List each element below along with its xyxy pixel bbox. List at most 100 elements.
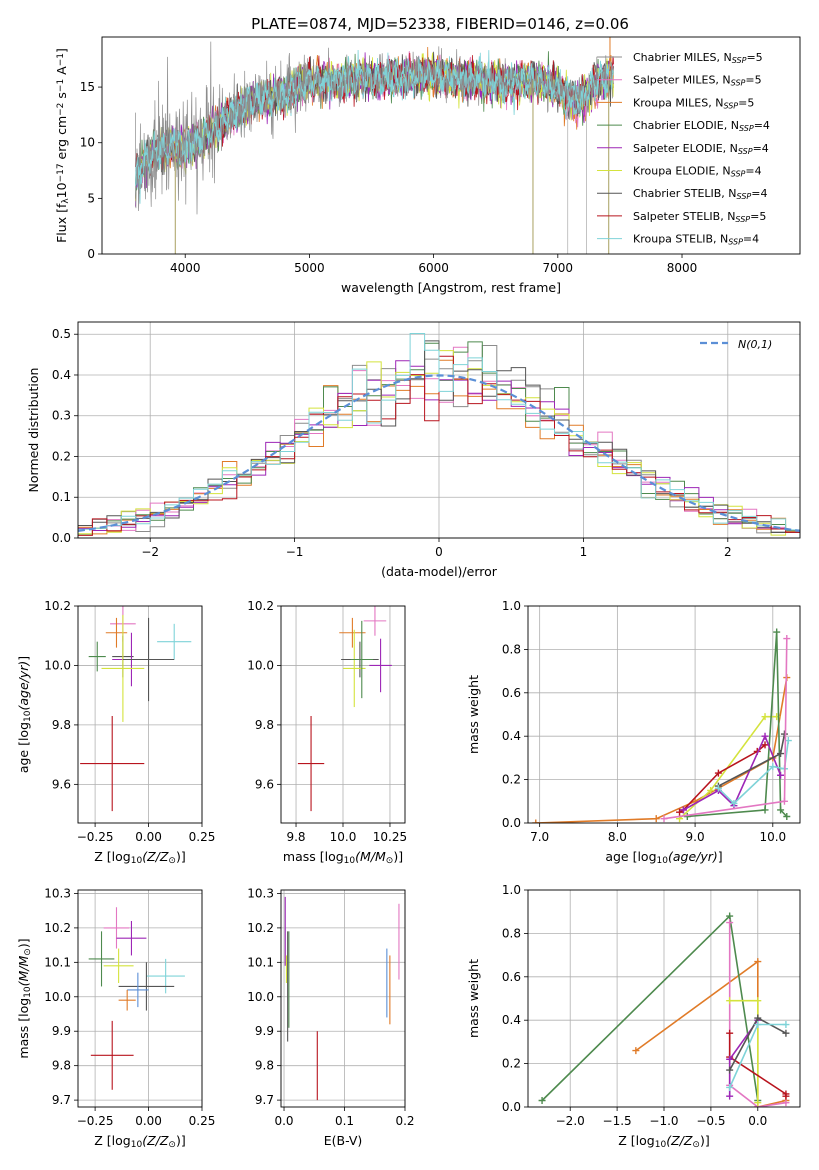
weight-marker: [783, 635, 791, 643]
y-tick-label: 10.2: [247, 599, 274, 613]
x-tick-label: 0.25: [189, 830, 216, 844]
y-tick-label: 0.6: [502, 686, 521, 700]
weight-marker: [754, 1021, 762, 1029]
x-tick-label: 7.0: [530, 830, 549, 844]
label-part: 10: [131, 856, 143, 866]
y-tick-label: 0.8: [502, 642, 521, 656]
y-tick-label: 10.1: [44, 955, 71, 969]
x-tick-label: −0.25: [77, 830, 114, 844]
panel-spectrum: 4000 5000 6000 7000 8000 0 5 10 15 wavelength [An…: [54, 36, 801, 295]
axes-frame: [527, 605, 801, 824]
x-tick-label: 4000: [170, 261, 201, 275]
legend-name: Chabrier ELODIE, N: [633, 119, 739, 132]
axes-frame: [77, 321, 801, 539]
label-part: (Z/Z: [142, 1133, 169, 1148]
x-tick-label: 5000: [294, 261, 325, 275]
label-part: erg cm: [54, 116, 69, 164]
legend-n: =4: [743, 233, 759, 246]
legend-name: Chabrier MILES, N: [633, 51, 732, 64]
y-tick-label: 0.4: [502, 729, 521, 743]
label-part: ⊙: [168, 1140, 176, 1150]
weight-marker: [726, 1066, 734, 1074]
legend-n: =5: [738, 96, 754, 109]
label-part: age [log: [605, 849, 656, 864]
plot-area: [88, 907, 185, 1090]
y-axis-label: Flux [fλ10−17 erg cm−2 s−1 A−1]: [54, 48, 71, 243]
panel-age_vs_Z: −0.25 0.00 0.259.69.810.010.2Z [log10(Z/Z⊙…: [16, 599, 215, 866]
weight-marker: [726, 919, 734, 927]
legend-sub: SSP: [738, 147, 753, 156]
legend-name: Chabrier STELIB, N: [633, 187, 737, 200]
y-tick-label: 9.6: [52, 777, 71, 791]
y-tick-label: 0.5: [52, 327, 71, 341]
legend-n: =4: [753, 142, 769, 155]
legend-name: Kroupa ELODIE, N: [633, 165, 731, 178]
weight-marker: [777, 771, 785, 779]
legend-n: =4: [751, 187, 767, 200]
weight-line: [728, 1019, 759, 1097]
residual-histogram: [78, 333, 800, 538]
figure-title: PLATE=0874, MJD=52338, FIBERID=0146, z=0…: [251, 15, 629, 33]
label-part: age [log: [16, 722, 31, 773]
y-tick-label: 0.0: [502, 1100, 521, 1114]
label-part: −1: [56, 53, 66, 66]
legend-label: Chabrier MILES, NSSP=5: [633, 51, 763, 65]
x-axis-label: (data-model)/error: [381, 564, 498, 579]
label-part: mass [log: [283, 849, 344, 864]
label-part: −17: [56, 163, 66, 182]
legend-sub: SSP: [731, 79, 746, 88]
label-part: )]: [176, 849, 186, 864]
plot-area: [80, 606, 192, 812]
y-tick-label: 10.3: [44, 886, 71, 900]
x-tick-label: 10.0: [330, 830, 357, 844]
label-part: 10: [655, 1140, 667, 1150]
weight-marker: [761, 806, 769, 814]
axes-frame: [101, 36, 801, 255]
weight-marker: [782, 1092, 790, 1100]
y-axis-label: mass [log10(M/M⊙)]: [16, 938, 33, 1058]
weight-line: [541, 914, 759, 1102]
x-axis-label: Z [log10(Z/Z⊙)]: [618, 1133, 709, 1150]
weight-marker: [754, 1014, 762, 1022]
label-part: ⊙: [386, 856, 394, 866]
axes-frame: [77, 889, 203, 1108]
y-tick-label: 10.2: [44, 599, 71, 613]
panel-residuals: −2 −1 0 1 2 0.0 0.1 0.2 0.3 0.4 0.5 (data-model)/er…: [26, 321, 801, 579]
x-tick-label: −1.5: [603, 1114, 632, 1128]
label-part: (M/M: [355, 849, 386, 864]
legend-name: Salpeter STELIB, N: [633, 210, 735, 223]
x-tick-label: 6000: [418, 261, 449, 275]
legend-sub: SSP: [723, 101, 738, 110]
label-part: )]: [700, 1133, 710, 1148]
y-tick-label: 0.6: [502, 970, 521, 984]
label-part: ⊙: [23, 948, 33, 956]
legend-sub: SSP: [737, 192, 752, 201]
weight-marker: [676, 808, 684, 816]
label-part: Z [log: [618, 1133, 654, 1148]
x-axis-label: wavelength [Angstrom, rest frame]: [341, 280, 561, 295]
weight-marker: [707, 786, 715, 794]
y-tick-label: 9.6: [255, 777, 274, 791]
label-part: (Z/Z: [142, 849, 169, 864]
weight-marker: [761, 732, 769, 740]
label-part: −1: [56, 79, 66, 92]
x-axis-label: Z [log10(Z/Z⊙)]: [94, 1133, 185, 1150]
weight-line: [687, 631, 788, 818]
panel-mass_vs_Z: −0.25 0.00 0.25 9.7 9.8 9.9 10.0 10.1 10.2 10.3 Z …: [16, 886, 215, 1150]
y-tick-label: 0: [87, 247, 95, 261]
label-part: mass [log: [16, 998, 31, 1059]
weight-marker: [780, 730, 788, 738]
label-part: (Z/Z: [666, 1133, 693, 1148]
y-tick-label: 10.2: [44, 921, 71, 935]
x-tick-label: 9.0: [686, 830, 705, 844]
weight-marker: [726, 1055, 734, 1063]
x-axis-label: age [log10(age/yr)]: [605, 849, 722, 866]
weight-marker: [714, 784, 722, 792]
y-tick-label: 0.2: [502, 773, 521, 787]
weight-marker: [761, 741, 769, 749]
weight-line: [663, 638, 788, 820]
y-tick-label: 10.0: [44, 990, 71, 1004]
y-tick-label: 5: [87, 191, 95, 205]
